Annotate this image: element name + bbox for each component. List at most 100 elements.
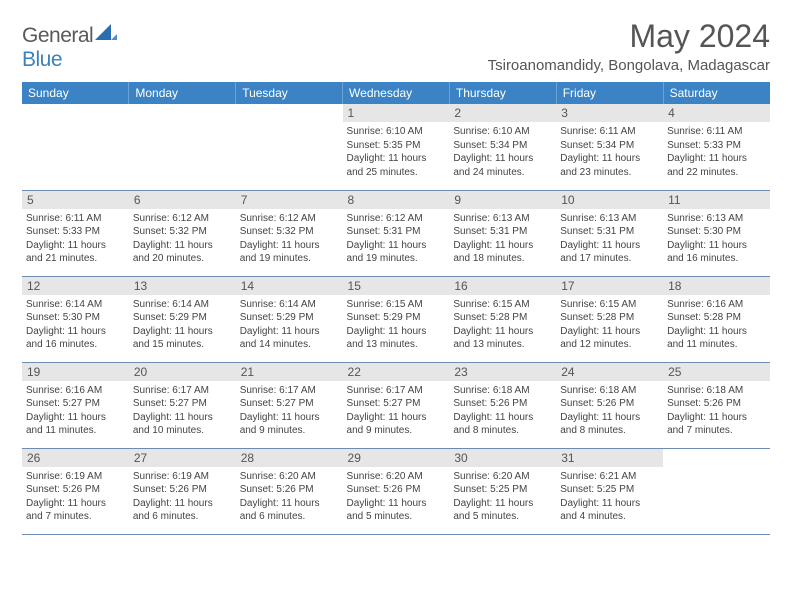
day-number: 8 — [343, 191, 450, 209]
calendar-cell: 24Sunrise: 6:18 AMSunset: 5:26 PMDayligh… — [556, 362, 663, 448]
location-text: Tsiroanomandidy, Bongolava, Madagascar — [488, 57, 770, 74]
day-info: Sunrise: 6:13 AMSunset: 5:31 PMDaylight:… — [453, 212, 552, 266]
day-info: Sunrise: 6:20 AMSunset: 5:26 PMDaylight:… — [240, 470, 339, 524]
calendar-row: 26Sunrise: 6:19 AMSunset: 5:26 PMDayligh… — [22, 448, 770, 534]
day-number: 23 — [449, 363, 556, 381]
calendar-cell — [236, 104, 343, 190]
calendar-cell: 22 Sunrise: 6:17 AMSunset: 5:27 PMDayligh… — [343, 362, 450, 448]
day-info: Sunrise: 6:17 AMSunset: 5:27 PMDaylight:… — [240, 384, 339, 438]
brand-text: GeneralBlue — [22, 24, 117, 72]
day-number: 1 — [343, 104, 450, 122]
calendar-cell: 26 Sunrise: 6:19 AMSunset: 5:26 PMDayligh… — [22, 448, 129, 534]
day-info: Sunrise: 6:20 AMSunset: 5:25 PMDaylight:… — [453, 470, 552, 524]
day-info: Sunrise: 6:20 AMSunset: 5:26 PMDaylight:… — [347, 470, 446, 524]
day-number: 11 — [663, 191, 770, 209]
day-info: Sunrise: 6:18 AMSunset: 5:26 PMDaylight:… — [667, 384, 766, 438]
col-saturday: Saturday — [663, 82, 770, 104]
calendar-cell — [129, 104, 236, 190]
day-info: Sunrise: 6:10 AMSunset: 5:34 PMDaylight:… — [453, 125, 552, 179]
col-tuesday: Tuesday — [236, 82, 343, 104]
calendar-cell: 10 Sunrise: 6:13 AMSunset: 5:31 PMDayligh… — [556, 190, 663, 276]
calendar-cell: 6Sunrise: 6:12 AMSunset: 5:32 PMDaylight… — [129, 190, 236, 276]
day-number: 10 — [556, 191, 663, 209]
day-info: Sunrise: 6:19 AMSunset: 5:26 PMDaylight:… — [133, 470, 232, 524]
day-number: 15 — [343, 277, 450, 295]
day-number: 2 — [449, 104, 556, 122]
calendar-cell: 18 Sunrise: 6:16 AMSunset: 5:28 PMDayligh… — [663, 276, 770, 362]
calendar-cell: 20 Sunrise: 6:17 AMSunset: 5:27 PMDayligh… — [129, 362, 236, 448]
header: GeneralBlue May 2024 Tsiroanomandidy, Bo… — [22, 18, 770, 74]
calendar-row: 12Sunrise: 6:14 AMSunset: 5:30 PMDayligh… — [22, 276, 770, 362]
sail-icon — [95, 24, 117, 47]
calendar-cell: 4 Sunrise: 6:11 AMSunset: 5:33 PMDaylight… — [663, 104, 770, 190]
calendar-cell: 30 Sunrise: 6:20 AMSunset: 5:25 PMDayligh… — [449, 448, 556, 534]
day-info: Sunrise: 6:11 AMSunset: 5:33 PMDaylight:… — [667, 125, 766, 179]
day-number: 20 — [129, 363, 236, 381]
day-number: 4 — [663, 104, 770, 122]
day-number: 26 — [22, 449, 129, 467]
calendar-cell: 23 Sunrise: 6:18 AMSunset: 5:26 PMDayligh… — [449, 362, 556, 448]
calendar-cell: 5Sunrise: 6:11 AMSunset: 5:33 PMDaylight… — [22, 190, 129, 276]
day-info: Sunrise: 6:14 AMSunset: 5:30 PMDaylight:… — [26, 298, 125, 352]
calendar-cell: 9Sunrise: 6:13 AMSunset: 5:31 PMDaylight… — [449, 190, 556, 276]
day-info: Sunrise: 6:12 AMSunset: 5:32 PMDaylight:… — [240, 212, 339, 266]
calendar-cell: 12Sunrise: 6:14 AMSunset: 5:30 PMDayligh… — [22, 276, 129, 362]
day-info: Sunrise: 6:12 AMSunset: 5:31 PMDaylight:… — [347, 212, 446, 266]
day-info: Sunrise: 6:21 AMSunset: 5:25 PMDaylight:… — [560, 470, 659, 524]
day-info: Sunrise: 6:15 AMSunset: 5:28 PMDaylight:… — [453, 298, 552, 352]
day-number: 3 — [556, 104, 663, 122]
day-number: 5 — [22, 191, 129, 209]
calendar-row: 1Sunrise: 6:10 AMSunset: 5:35 PMDaylight… — [22, 104, 770, 190]
day-number: 29 — [343, 449, 450, 467]
day-info: Sunrise: 6:16 AMSunset: 5:27 PMDaylight:… — [26, 384, 125, 438]
calendar-cell: 21Sunrise: 6:17 AMSunset: 5:27 PMDayligh… — [236, 362, 343, 448]
day-number: 27 — [129, 449, 236, 467]
col-monday: Monday — [129, 82, 236, 104]
day-number: 17 — [556, 277, 663, 295]
calendar-cell: 17 Sunrise: 6:15 AMSunset: 5:28 PMDayligh… — [556, 276, 663, 362]
calendar-cell: 14 Sunrise: 6:14 AMSunset: 5:29 PMDayligh… — [236, 276, 343, 362]
calendar-cell: 27 Sunrise: 6:19 AMSunset: 5:26 PMDayligh… — [129, 448, 236, 534]
day-number: 19 — [22, 363, 129, 381]
brand-text-part2: Blue — [22, 48, 62, 71]
day-info: Sunrise: 6:16 AMSunset: 5:28 PMDaylight:… — [667, 298, 766, 352]
calendar-cell — [663, 448, 770, 534]
day-number: 13 — [129, 277, 236, 295]
day-number: 18 — [663, 277, 770, 295]
calendar-cell — [22, 104, 129, 190]
calendar-cell: 11Sunrise: 6:13 AMSunset: 5:30 PMDayligh… — [663, 190, 770, 276]
calendar-cell: 19 Sunrise: 6:16 AMSunset: 5:27 PMDayligh… — [22, 362, 129, 448]
calendar-cell: 2 Sunrise: 6:10 AMSunset: 5:34 PMDaylight… — [449, 104, 556, 190]
day-info: Sunrise: 6:11 AMSunset: 5:34 PMDaylight:… — [560, 125, 659, 179]
day-number: 14 — [236, 277, 343, 295]
month-title: May 2024 — [488, 18, 770, 55]
day-info: Sunrise: 6:12 AMSunset: 5:32 PMDaylight:… — [133, 212, 232, 266]
calendar-cell: 7Sunrise: 6:12 AMSunset: 5:32 PMDaylight… — [236, 190, 343, 276]
day-info: Sunrise: 6:14 AMSunset: 5:29 PMDaylight:… — [240, 298, 339, 352]
day-info: Sunrise: 6:14 AMSunset: 5:29 PMDaylight:… — [133, 298, 232, 352]
brand-text-part1: General — [22, 24, 93, 47]
calendar-body: 1Sunrise: 6:10 AMSunset: 5:35 PMDaylight… — [22, 104, 770, 534]
brand-logo: GeneralBlue — [22, 24, 117, 72]
col-wednesday: Wednesday — [343, 82, 450, 104]
calendar-cell: 13 Sunrise: 6:14 AMSunset: 5:29 PMDayligh… — [129, 276, 236, 362]
day-info: Sunrise: 6:13 AMSunset: 5:31 PMDaylight:… — [560, 212, 659, 266]
day-number: 30 — [449, 449, 556, 467]
day-info: Sunrise: 6:17 AMSunset: 5:27 PMDaylight:… — [133, 384, 232, 438]
day-info: Sunrise: 6:17 AMSunset: 5:27 PMDaylight:… — [347, 384, 446, 438]
day-info: Sunrise: 6:15 AMSunset: 5:28 PMDaylight:… — [560, 298, 659, 352]
calendar-cell: 31 Sunrise: 6:21 AMSunset: 5:25 PMDayligh… — [556, 448, 663, 534]
calendar-cell: 1Sunrise: 6:10 AMSunset: 5:35 PMDaylight… — [343, 104, 450, 190]
day-number: 28 — [236, 449, 343, 467]
calendar-cell: 8 Sunrise: 6:12 AMSunset: 5:31 PMDaylight… — [343, 190, 450, 276]
col-friday: Friday — [556, 82, 663, 104]
day-number: 22 — [343, 363, 450, 381]
weekday-header-row: Sunday Monday Tuesday Wednesday Thursday… — [22, 82, 770, 104]
day-info: Sunrise: 6:19 AMSunset: 5:26 PMDaylight:… — [26, 470, 125, 524]
day-info: Sunrise: 6:18 AMSunset: 5:26 PMDaylight:… — [453, 384, 552, 438]
calendar-cell: 28 Sunrise: 6:20 AMSunset: 5:26 PMDayligh… — [236, 448, 343, 534]
day-info: Sunrise: 6:18 AMSunset: 5:26 PMDaylight:… — [560, 384, 659, 438]
day-number: 25 — [663, 363, 770, 381]
day-number: 16 — [449, 277, 556, 295]
day-number: 31 — [556, 449, 663, 467]
